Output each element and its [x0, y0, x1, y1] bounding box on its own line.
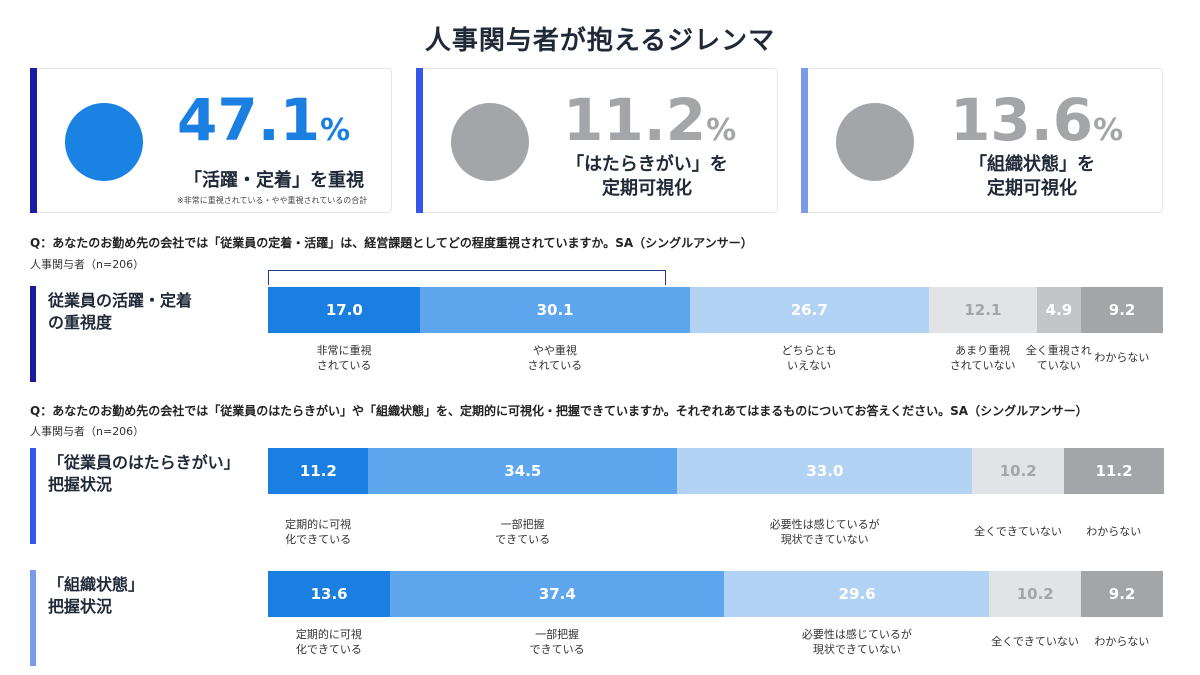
bar-segment: 9.2	[1080, 287, 1164, 333]
bar-segment: 17.0	[268, 287, 421, 333]
bar-segment: 26.7	[689, 287, 929, 333]
bar-segment: 11.2	[1063, 448, 1165, 494]
category-label: 全く重視され ていない	[1025, 344, 1092, 372]
bar-segment: 4.9	[1036, 287, 1082, 333]
summary-card-engagement: 47.1% 「活躍・定着」を重視 ※非常に重視されている・やや重視されているの合…	[30, 68, 392, 213]
category-label: 定期的に可視 化できている	[295, 628, 362, 656]
category-label: 一部把握 できている	[529, 628, 585, 656]
category-label: わからない	[1086, 525, 1142, 538]
category-label: 必要性は感じているが 現状できていない	[769, 518, 880, 546]
bar-segment: 9.2	[1080, 571, 1164, 617]
bar-segment: 11.2	[268, 448, 369, 494]
summary-label: 「組織状態」を 定期可視化	[969, 154, 1095, 199]
bar-segment: 10.2	[989, 571, 1082, 617]
bar-segment: 34.5	[368, 448, 678, 494]
question-1: Q：あなたのお勤め先の会社では「従業員の定着・活躍」は、経営課題としてどの程度重…	[30, 236, 753, 250]
bar-segment: 30.1	[420, 287, 691, 333]
card-accent-bar	[30, 68, 37, 213]
category-label: 必要性は感じているが 現状できていない	[801, 628, 912, 656]
bar-segment: 12.1	[928, 287, 1038, 333]
row-accent-bar	[30, 448, 36, 544]
row-accent-bar	[30, 570, 36, 666]
sample-size-1: 人事関与者（n=206）	[30, 258, 145, 271]
summary-percentage: 13.6%	[950, 86, 1124, 154]
row-accent-bar	[30, 286, 36, 382]
bar-segment: 33.0	[677, 448, 973, 494]
card-accent-bar	[416, 68, 423, 213]
bar-segment: 29.6	[724, 571, 990, 617]
bar-segment: 10.2	[972, 448, 1065, 494]
bar-segment: 37.4	[389, 571, 725, 617]
row-title-workplace-satisfaction: 「従業員のはたらきがい」 把握状況	[48, 453, 240, 494]
category-label: わからない	[1094, 635, 1150, 648]
category-label: どちらとも いえない	[781, 344, 837, 372]
category-label: 非常に重視 されている	[316, 344, 372, 372]
summary-label: 「はたらきがい」を 定期可視化	[566, 154, 728, 199]
bar-segment: 13.6	[268, 571, 391, 617]
summary-card-organization-state: 13.6% 「組織状態」を 定期可視化	[801, 68, 1163, 213]
card-accent-bar	[801, 68, 808, 213]
page-title: 人事関与者が抱えるジレンマ	[424, 26, 776, 56]
circle-icon	[836, 103, 914, 181]
sample-size-2: 人事関与者（n=206）	[30, 425, 145, 438]
category-label: あまり重視 されていない	[949, 344, 1016, 372]
summary-card-workplace-satisfaction: 11.2% 「はたらきがい」を 定期可視化	[416, 68, 778, 213]
category-label: 全くできていない	[974, 525, 1062, 538]
summary-note: ※非常に重視されている・やや重視されているの合計	[177, 196, 368, 205]
summary-percentage: 11.2%	[563, 86, 737, 154]
summary-percentage: 47.1%	[177, 86, 351, 154]
row-title-engagement: 従業員の活躍・定着 の重視度	[48, 291, 193, 332]
circle-icon	[451, 103, 529, 181]
category-label: 一部把握 できている	[495, 518, 551, 546]
combined-bracket	[268, 270, 666, 285]
category-label: 全くできていない	[991, 635, 1079, 648]
category-label: わからない	[1094, 351, 1150, 364]
row-title-organization-state: 「組織状態」 把握状況	[48, 575, 145, 616]
category-label: 定期的に可視 化できている	[285, 518, 352, 546]
summary-label: 「活躍・定着」を重視	[184, 170, 364, 191]
question-2: Q：あなたのお勤め先の会社では「従業員のはたらきがい」や「組織状態」を、定期的に…	[30, 404, 1088, 418]
circle-icon	[65, 103, 143, 181]
category-label: やや重視 されている	[527, 344, 583, 372]
